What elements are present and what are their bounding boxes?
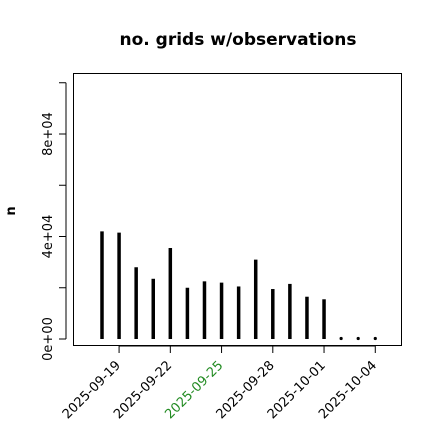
chart-title: no. grids w/observations	[120, 30, 357, 50]
bar-zero-point	[339, 336, 343, 341]
bar-zero-point	[373, 336, 377, 341]
y-tick-label: 0e+00	[41, 317, 56, 361]
x-axis: 2025-09-192025-09-222025-09-252025-09-28…	[60, 345, 380, 422]
y-axis: 0e+00 4e+04 8e+04	[41, 82, 67, 361]
y-tick-label: 4e+04	[41, 215, 56, 259]
bar-zero-point	[356, 336, 360, 341]
y-axis-label: n	[4, 206, 19, 215]
bars	[100, 231, 377, 341]
y-tick-label: 8e+04	[41, 112, 56, 156]
